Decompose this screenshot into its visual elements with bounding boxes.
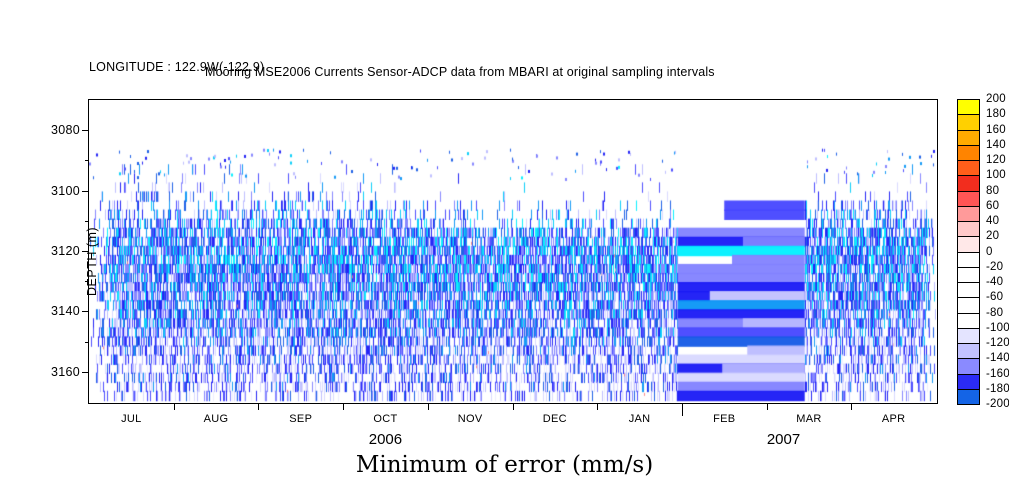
y-tick-minor <box>85 160 89 162</box>
colorbar-label: 40 <box>986 215 1000 227</box>
y-tick <box>82 130 89 132</box>
x-tick-label: SEP <box>289 413 313 425</box>
x-tick-label: APR <box>881 413 906 425</box>
colorbar-label: 20 <box>986 230 1000 243</box>
heatmap-canvas <box>89 100 936 402</box>
y-tick <box>82 251 89 252</box>
x-tick-label: JAN <box>628 413 651 425</box>
x-tick-label: NOV <box>457 413 483 425</box>
y-tick-minor <box>85 281 89 283</box>
colorbar-label: -20 <box>986 260 1004 273</box>
x-tick-label: MAR <box>796 413 822 425</box>
colorbar-label: 200 <box>986 93 1006 105</box>
colorbar-label: -200 <box>986 398 1009 410</box>
x-tick <box>851 403 853 410</box>
colorbar-cell <box>957 251 980 268</box>
colorbar-label: 180 <box>986 108 1006 121</box>
colorbar-cell <box>957 221 980 238</box>
x-tick-label: FEB <box>713 413 736 425</box>
colorbar-label: 120 <box>986 154 1006 166</box>
colorbar-label: -120 <box>986 337 1009 349</box>
colorbar-cell <box>957 327 980 344</box>
colorbar-cell <box>957 175 980 192</box>
colorbar-cell <box>957 190 980 207</box>
colorbar-label: 60 <box>986 199 1000 212</box>
x-tick <box>343 403 345 410</box>
plot-area: DEPTH (m) 3080 3100 3120 3140 3160 JUL AUG SEP… <box>51 99 938 448</box>
colorbar-label: -160 <box>986 367 1009 380</box>
x-tick <box>512 403 514 410</box>
x-tick-label: DEC <box>542 413 567 425</box>
colorbar-label: 160 <box>986 123 1006 136</box>
colorbar-label: -60 <box>986 291 1004 304</box>
y-tick-minor <box>85 220 89 222</box>
page-title: Minimum of error (mm/s) <box>355 452 654 478</box>
y-tick-label: 3120 <box>50 244 80 258</box>
y-tick <box>82 190 89 192</box>
x-tick <box>173 403 175 410</box>
colorbar-label: 100 <box>986 169 1006 182</box>
colorbar-cell <box>957 358 980 375</box>
colorbar-cell <box>957 388 980 405</box>
x-tick <box>766 403 768 410</box>
y-tick-label: 3100 <box>50 183 80 198</box>
x-axis-year-label: 2007 <box>766 431 801 448</box>
plot-subtitle: Mooring MSE2006 Currents Sensor-ADCP dat… <box>205 65 715 79</box>
x-tick <box>258 403 260 410</box>
x-tick-label: AUG <box>203 413 229 425</box>
y-tick <box>82 371 89 373</box>
colorbar-label: -180 <box>986 382 1009 395</box>
colorbar-label: -80 <box>986 306 1004 319</box>
colorbar-cell <box>957 373 980 390</box>
colorbar-label: 0 <box>986 245 993 258</box>
colorbar-cell <box>957 144 980 161</box>
colorbar-label: 140 <box>986 138 1006 151</box>
x-tick-label: OCT <box>373 413 398 425</box>
colorbar-cell <box>957 266 980 283</box>
y-tick <box>82 311 89 313</box>
colorbar-cell <box>957 99 980 116</box>
colorbar-cell <box>957 205 980 222</box>
colorbar-label: -40 <box>986 276 1004 288</box>
x-tick-label: JUL <box>121 413 142 425</box>
colorbar-label: 80 <box>986 184 1000 197</box>
colorbar-cell <box>957 297 980 314</box>
colorbar: 200 180 160 140 120 100 80 60 40 20 0 -20 -40 -60 -80-… <box>957 93 1009 410</box>
y-tick-minor <box>85 341 89 343</box>
y-axis-title: DEPTH (m) <box>85 226 99 296</box>
colorbar-cell <box>957 129 980 146</box>
colorbar-cell <box>957 114 980 131</box>
x-axis-year-label: 2006 <box>368 431 403 448</box>
colorbar-cell <box>957 312 980 329</box>
colorbar-cell <box>957 236 980 253</box>
x-tick <box>427 403 429 410</box>
x-tick <box>597 403 599 410</box>
y-tick-label: 3160 <box>50 364 80 379</box>
longitude-label: LONGITUDE : 122.9W(-122.9) <box>89 60 265 74</box>
y-tick-label: 3140 <box>50 304 80 319</box>
colorbar-label: -140 <box>986 352 1009 365</box>
x-tick <box>681 403 683 416</box>
y-tick-label: 3080 <box>50 123 80 138</box>
colorbar-cell <box>957 282 980 299</box>
colorbar-cell <box>957 160 980 177</box>
colorbar-label: -100 <box>986 321 1009 334</box>
colorbar-cell <box>957 343 980 360</box>
